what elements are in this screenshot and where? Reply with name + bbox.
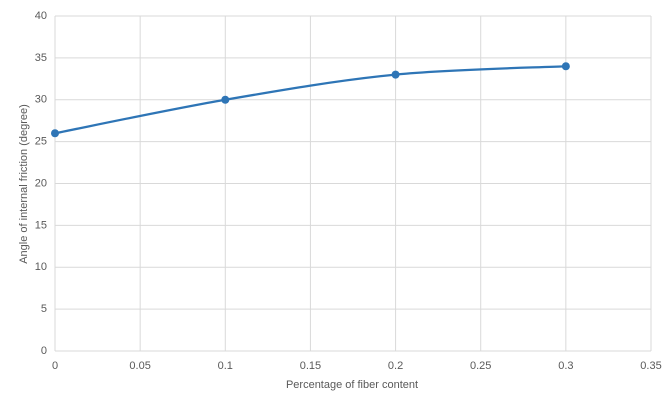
x-tick-label: 0.05 <box>129 360 150 372</box>
y-tick-label: 30 <box>35 94 47 106</box>
y-tick-label: 25 <box>35 136 47 148</box>
y-tick-label: 5 <box>41 303 47 315</box>
marker <box>51 129 59 138</box>
y-tick-label: 35 <box>35 52 47 64</box>
x-tick-label: 0 <box>52 360 58 372</box>
marker <box>391 70 400 79</box>
x-axis-label: Percentage of fiber content <box>286 379 418 391</box>
y-tick-label: 20 <box>35 177 47 189</box>
marker <box>561 62 570 71</box>
x-tick-label: 0.1 <box>218 360 233 372</box>
y-axis-label: Angle of internal friction (degree) <box>18 104 30 264</box>
x-tick-label: 0.15 <box>300 360 321 372</box>
y-tick-label: 0 <box>41 345 47 357</box>
x-tick-label: 0.2 <box>388 360 403 372</box>
y-tick-label: 15 <box>35 219 47 231</box>
x-tick-label: 0.3 <box>558 360 573 372</box>
x-tick-label: 0.35 <box>640 360 661 372</box>
marker <box>221 95 230 104</box>
x-tick-label: 0.25 <box>470 360 491 372</box>
y-tick-label: 40 <box>35 10 47 22</box>
y-tick-label: 10 <box>35 261 47 273</box>
line <box>54 65 566 135</box>
